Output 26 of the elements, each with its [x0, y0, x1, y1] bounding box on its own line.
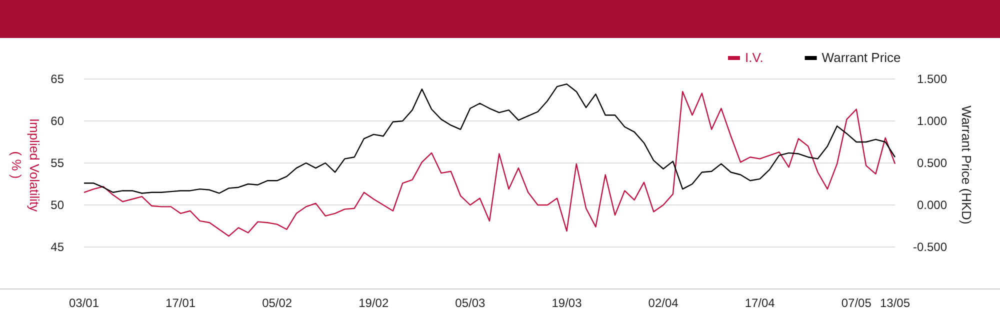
x-tick-label: 17/04	[744, 296, 776, 310]
y-tick-label: 60	[50, 114, 64, 128]
legend-label: Warrant Price	[822, 50, 901, 65]
x-tick-label: 13/05	[880, 296, 910, 310]
y2-tick-label: 1.500	[916, 72, 948, 86]
y-tick-label: 65	[50, 72, 64, 86]
x-tick-label: 02/04	[648, 296, 679, 310]
x-tick-label: 03/01	[68, 296, 100, 310]
x-tick-label: 05/02	[262, 296, 292, 310]
y-tick-label: 55	[50, 156, 64, 170]
y-tick-label: 50	[50, 198, 64, 212]
y2-tick-label: 1.000	[916, 114, 948, 128]
y2-axis-title: Warrant Price (HKD)	[959, 106, 974, 224]
x-tick-label: 19/02	[358, 296, 389, 310]
y-tick-label: 45	[50, 240, 64, 254]
y2-tick-label: 0.000	[916, 198, 948, 212]
y-axis-title: Implied Volatility ( % )	[9, 118, 42, 212]
line-series	[83, 83, 896, 194]
legend-label: I.V.	[745, 50, 764, 65]
x-tick-label: 07/05	[841, 296, 872, 310]
x-tick-label: 05/03	[455, 296, 486, 310]
x-tick-label: 17/01	[166, 296, 196, 310]
y2-tick-label: -0.500	[912, 240, 948, 254]
x-tick-label: 19/03	[552, 296, 582, 310]
y2-tick-label: 0.500	[916, 156, 948, 170]
line-series	[83, 91, 896, 237]
